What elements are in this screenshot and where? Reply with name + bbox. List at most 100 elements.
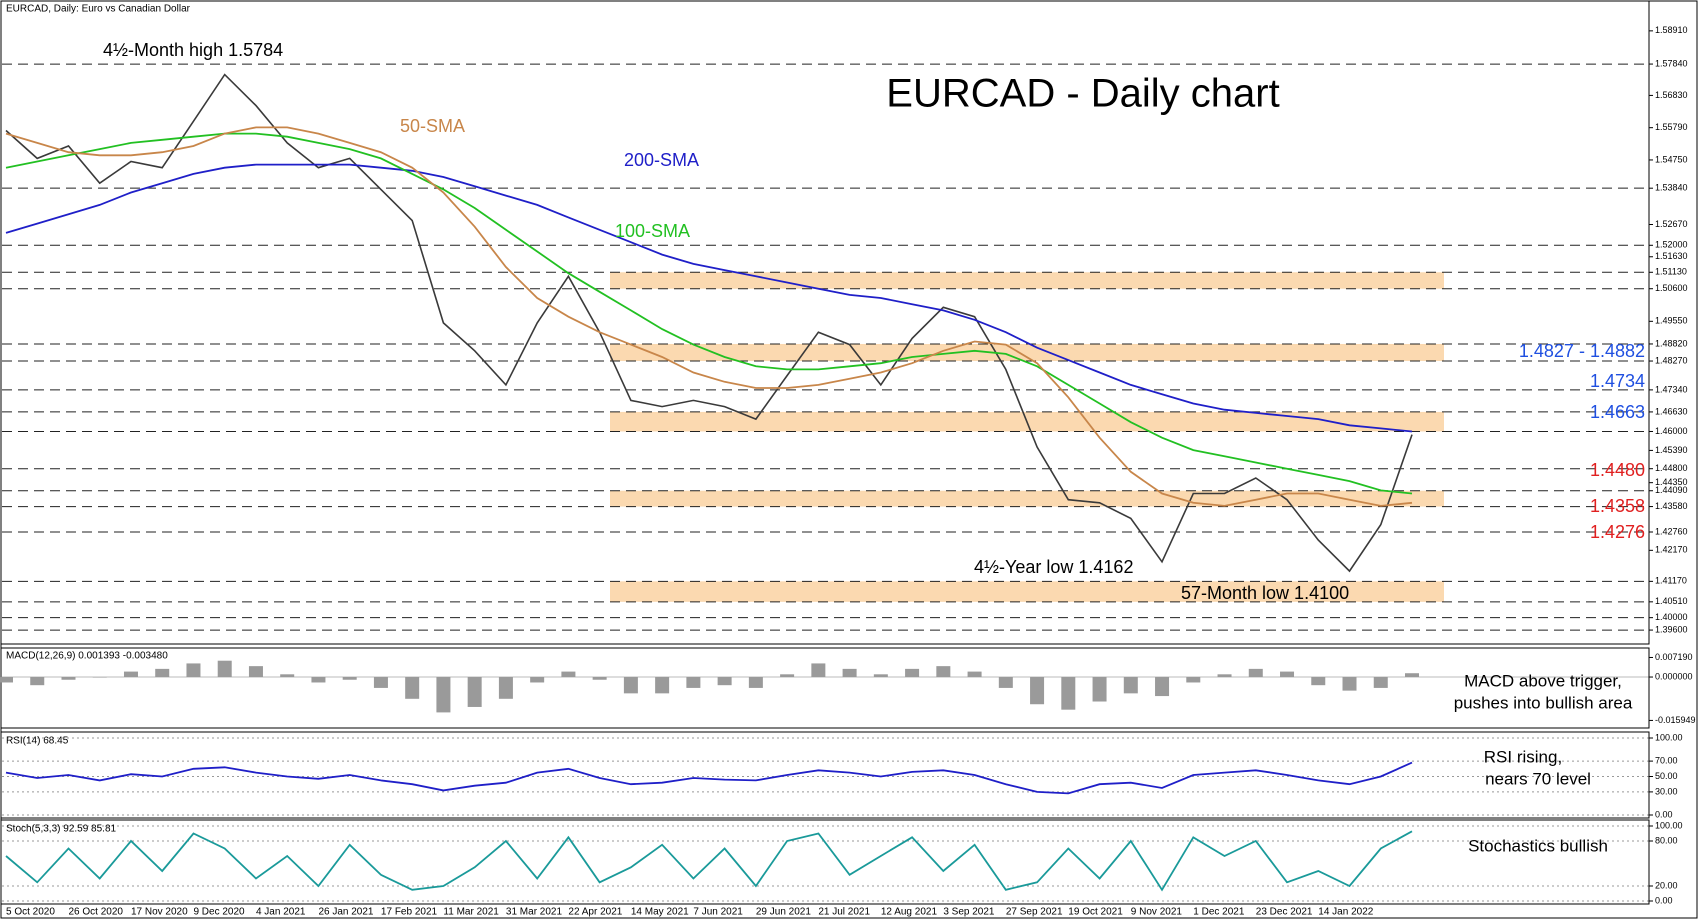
y-tick-label: 1.40000 bbox=[1655, 612, 1688, 622]
annotation: 1.4734 bbox=[1590, 371, 1645, 391]
stoch-panel bbox=[0, 819, 1650, 905]
bar bbox=[686, 677, 701, 688]
y-tick-label: 30.00 bbox=[1655, 786, 1678, 796]
series-line bbox=[5, 126, 1413, 507]
bar bbox=[592, 677, 607, 680]
series-line bbox=[5, 830, 1413, 892]
annotation: 1.4276 bbox=[1590, 522, 1645, 542]
series-line bbox=[5, 73, 1413, 573]
y-tick-label: 1.51630 bbox=[1655, 251, 1688, 261]
annotation: RSI rising, bbox=[1484, 747, 1562, 766]
x-tick-label: 14 May 2021 bbox=[631, 907, 689, 918]
x-tick-label: 5 Oct 2020 bbox=[6, 907, 55, 918]
y-tick-label: 1.39600 bbox=[1655, 624, 1688, 634]
y-tick-label: 1.48270 bbox=[1655, 355, 1688, 365]
bar bbox=[623, 677, 638, 694]
x-tick-label: 31 Mar 2021 bbox=[506, 907, 563, 918]
bar bbox=[1061, 677, 1076, 710]
y-tick-label: 1.57840 bbox=[1655, 58, 1688, 68]
bar bbox=[1280, 671, 1295, 678]
bar bbox=[1092, 677, 1107, 702]
y-tick-label: 1.53840 bbox=[1655, 183, 1688, 193]
indicator-title: Stoch(5,3,3) 92.59 85.81 bbox=[6, 824, 117, 835]
zone bbox=[610, 581, 1444, 602]
bar bbox=[1373, 677, 1388, 688]
annotation: 100-SMA bbox=[615, 221, 690, 241]
x-tick-label: 21 Jul 2021 bbox=[818, 907, 870, 918]
background bbox=[2, 63, 1649, 902]
bar bbox=[342, 677, 357, 680]
y-tick-label: 1.48820 bbox=[1655, 338, 1688, 348]
y-tick-label: 1.42760 bbox=[1655, 526, 1688, 536]
bar bbox=[498, 677, 513, 699]
y-tick-label: 0.00 bbox=[1655, 895, 1673, 905]
x-tick-label: 12 Aug 2021 bbox=[881, 907, 938, 918]
annotation: MACD above trigger, bbox=[1464, 671, 1622, 690]
bar bbox=[1186, 677, 1201, 683]
series-line bbox=[5, 163, 1413, 433]
y-tick-label: 0.00 bbox=[1655, 809, 1673, 819]
x-tick-label: 26 Jan 2021 bbox=[318, 907, 373, 918]
y-tick-label: 1.51130 bbox=[1655, 267, 1687, 277]
bar bbox=[1311, 677, 1326, 686]
bar bbox=[405, 677, 420, 699]
y-tick-label: 1.44090 bbox=[1655, 485, 1688, 495]
bar bbox=[561, 671, 576, 678]
bar bbox=[936, 666, 951, 678]
bar bbox=[905, 668, 920, 678]
macd-panel bbox=[0, 647, 1650, 729]
y-tick-label: 1.52000 bbox=[1655, 240, 1688, 250]
annotation: nears 70 level bbox=[1485, 769, 1591, 788]
x-tick-label: 17 Nov 2020 bbox=[131, 907, 188, 918]
y-tick-label: 100.00 bbox=[1655, 820, 1683, 830]
y-tick-label: 50.00 bbox=[1655, 771, 1678, 781]
y-tick-label: 1.58910 bbox=[1655, 25, 1688, 35]
annotation: 1.4827 - 1.4882 bbox=[1519, 341, 1645, 361]
bar bbox=[967, 671, 982, 678]
bar bbox=[1217, 674, 1232, 678]
bar bbox=[467, 677, 482, 707]
chart-title: EURCAD - Daily chart bbox=[886, 72, 1279, 116]
bar bbox=[311, 677, 326, 683]
y-tick-label: 1.55790 bbox=[1655, 122, 1688, 132]
y-tick-label: 100.00 bbox=[1655, 732, 1683, 742]
bar bbox=[1248, 668, 1263, 678]
x-tick-label: 23 Dec 2021 bbox=[1256, 907, 1313, 918]
y-tick-label: 80.00 bbox=[1655, 835, 1678, 845]
annotation: pushes into bullish area bbox=[1454, 693, 1633, 712]
indicator-title: RSI(14) 68.45 bbox=[6, 736, 69, 747]
main-panel bbox=[0, 0, 1650, 645]
bar bbox=[0, 677, 13, 683]
y-tick-label: 1.50600 bbox=[1655, 283, 1688, 293]
bar bbox=[186, 663, 201, 678]
x-tick-label: 17 Feb 2021 bbox=[381, 907, 438, 918]
bar bbox=[1342, 677, 1357, 691]
y-tick-label: 1.44800 bbox=[1655, 463, 1688, 473]
annotation: Stochastics bullish bbox=[1468, 836, 1608, 855]
bar bbox=[780, 674, 795, 678]
bar bbox=[717, 677, 732, 686]
zone bbox=[610, 343, 1444, 362]
bar bbox=[436, 677, 451, 713]
series-line bbox=[5, 761, 1413, 795]
bar bbox=[842, 668, 857, 678]
y-tick-label: 1.46000 bbox=[1655, 426, 1688, 436]
bar bbox=[998, 677, 1013, 688]
y-tick-label: 70.00 bbox=[1655, 755, 1678, 765]
y-tick-label: 0.007190 bbox=[1655, 652, 1693, 662]
y-tick-label: 1.56830 bbox=[1655, 90, 1688, 100]
bar bbox=[123, 671, 138, 678]
x-tick-label: 4 Jan 2021 bbox=[256, 907, 306, 918]
x-tick-label: 14 Jan 2022 bbox=[1318, 907, 1373, 918]
bar bbox=[217, 660, 232, 678]
x-tick-label: 1 Dec 2021 bbox=[1193, 907, 1245, 918]
y-tick-label: 1.43580 bbox=[1655, 501, 1688, 511]
annotation: 50-SMA bbox=[400, 116, 465, 136]
annotation: 1.4663 bbox=[1590, 402, 1645, 422]
x-tick-label: 3 Sep 2021 bbox=[943, 907, 995, 918]
annotation: 4½-Year low 1.4162 bbox=[974, 557, 1133, 577]
bar bbox=[373, 677, 388, 688]
bar bbox=[530, 677, 545, 683]
